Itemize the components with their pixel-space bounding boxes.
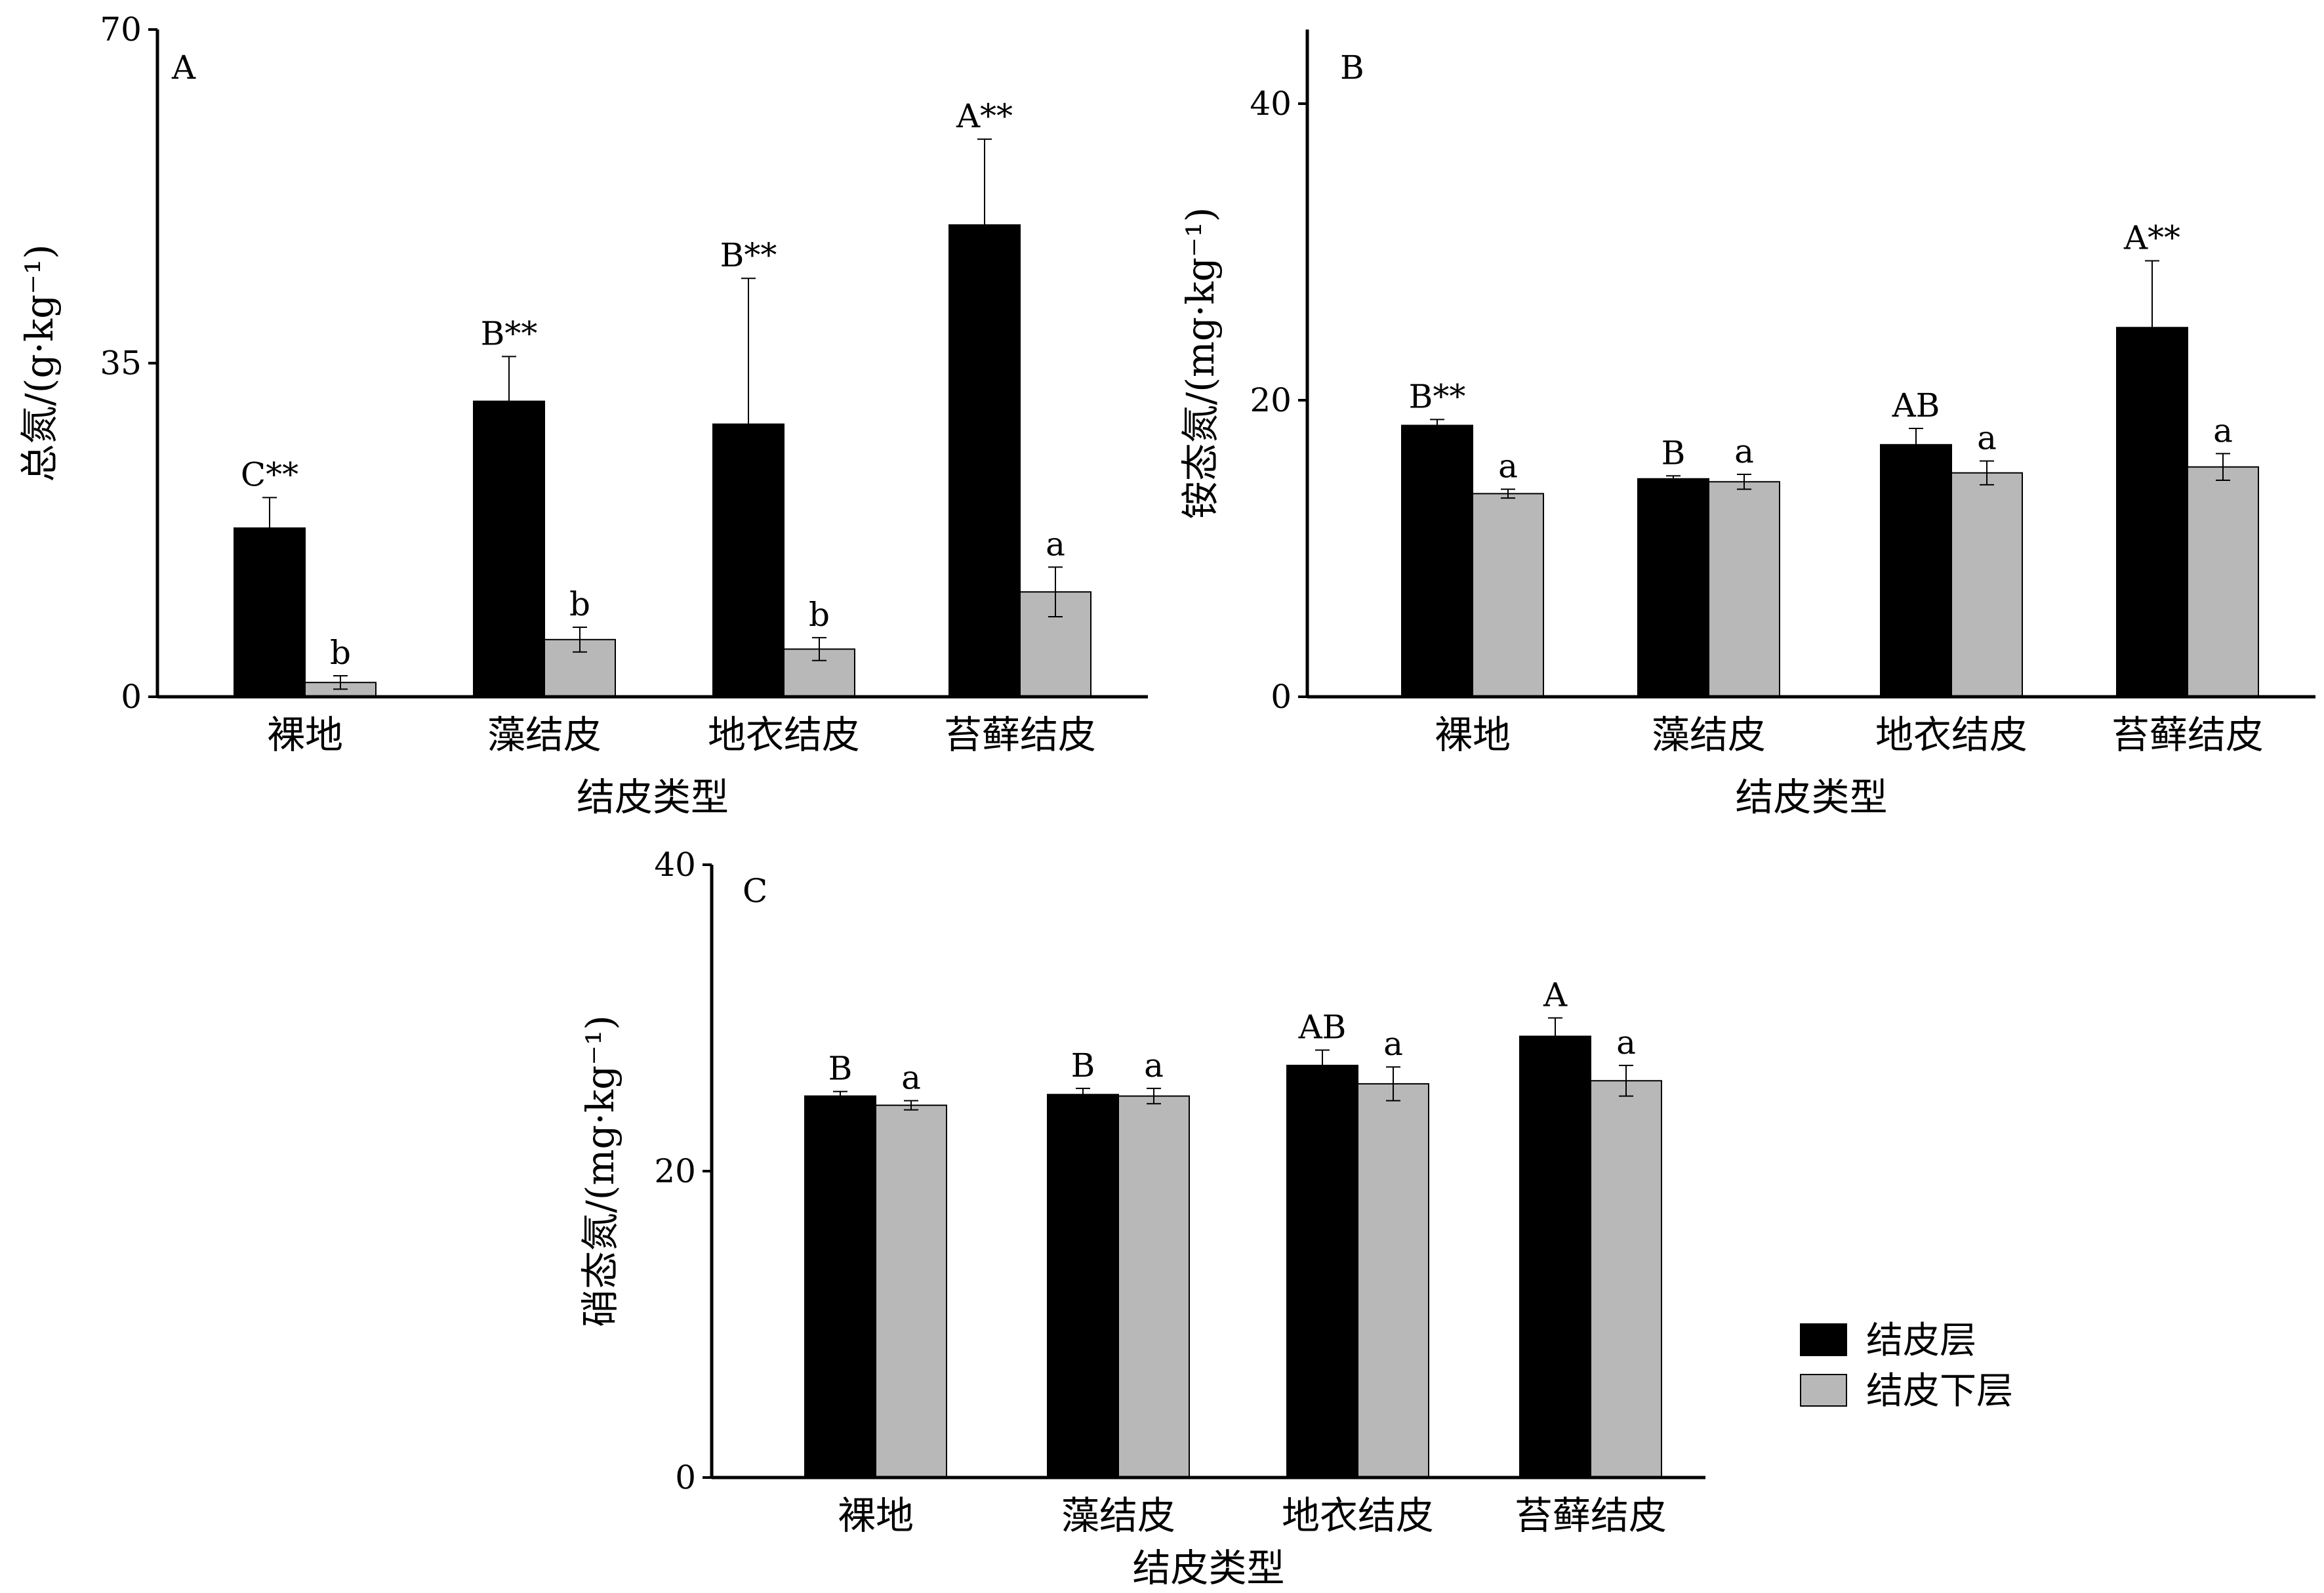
significance-label: C** — [241, 455, 298, 493]
y-tick-label: 40 — [1250, 85, 1292, 123]
panel-a: A C** b 裸地 B** b 藻结皮 B** b 地衣结皮 A** a 苔藓结皮 0 35 70 结皮类型 总… — [17, 10, 1148, 819]
significance-label: AB — [1892, 386, 1940, 424]
significance-label: A** — [956, 97, 1013, 135]
panel-letter-b: B — [1340, 49, 1364, 87]
significance-label: a — [1734, 432, 1754, 470]
x-tick-label: 藻结皮 — [1652, 713, 1766, 757]
x-tick-label: 藻结皮 — [1061, 1493, 1175, 1538]
significance-label: b — [809, 596, 830, 634]
legend: 结皮层 结皮下层 — [1800, 1319, 2013, 1413]
panel-b: B B** a 裸地 B a 藻结皮 AB a 地衣结皮 A** a 苔藓结皮 0 20 40 结皮类型 铵态氮/… — [1178, 30, 2315, 819]
x-axis-title: 结皮类型 — [1735, 775, 1887, 819]
panel-c: C B a 裸地 B a 藻结皮 AB a 地衣结皮 Aa 苔藓结皮 0 20 40 结皮类型 硝态氮/(mg·… — [578, 846, 1705, 1590]
significance-label: a — [1498, 447, 1518, 486]
x-tick-label: 苔藓结皮 — [944, 713, 1096, 757]
x-tick-label: 地衣结皮 — [1282, 1493, 1434, 1538]
significance-label: AB — [1298, 1008, 1347, 1046]
bar-c-subsurface — [1118, 1095, 1190, 1478]
bar-c-subsurface — [875, 1104, 947, 1478]
significance-label: B — [828, 1050, 853, 1088]
x-tick-label: 苔藓结皮 — [2111, 713, 2264, 757]
significance-label: B — [1661, 434, 1686, 472]
panel-letter-a: A — [171, 49, 196, 87]
bar-c-subsurface — [1357, 1083, 1429, 1478]
y-tick-label: 70 — [100, 10, 142, 49]
significance-label: a — [1383, 1025, 1403, 1063]
significance-label: a — [2213, 411, 2233, 449]
bar-b-subsurface — [1951, 472, 2023, 697]
x-tick-label: 裸地 — [267, 713, 343, 757]
bar-b-subsurface — [1708, 481, 1780, 697]
legend-label-surface: 结皮层 — [1866, 1319, 1976, 1362]
significance-label: A — [1543, 976, 1568, 1014]
bar-c-subsurface — [1590, 1080, 1662, 1478]
x-tick-label: 地衣结皮 — [708, 713, 860, 757]
bar-b-surface — [1880, 444, 1952, 697]
significance-label: a — [1616, 1024, 1636, 1062]
legend-swatch-surface — [1800, 1323, 1847, 1356]
significance-label: b — [330, 634, 351, 672]
y-axis-title: 硝态氮/(mg·kg⁻¹) — [578, 1015, 622, 1327]
significance-label: B — [1071, 1046, 1095, 1085]
panel-letter-c: C — [743, 872, 767, 910]
x-axis-title: 结皮类型 — [577, 775, 729, 819]
x-tick-label: 裸地 — [1435, 713, 1511, 757]
y-tick-label: 0 — [1271, 678, 1292, 716]
x-tick-label: 藻结皮 — [487, 713, 601, 757]
y-tick-label: 0 — [675, 1459, 696, 1497]
y-tick-label: 35 — [100, 344, 142, 383]
significance-label: A** — [2123, 219, 2180, 257]
bar-c-surface — [1519, 1035, 1591, 1478]
significance-label: a — [1144, 1046, 1164, 1085]
bar-c-surface — [1286, 1064, 1358, 1478]
y-tick-label: 40 — [654, 846, 696, 884]
y-tick-label: 20 — [1250, 381, 1292, 419]
y-tick-label: 20 — [654, 1152, 696, 1190]
bar-b-surface — [1637, 478, 1709, 698]
y-tick-label: 0 — [121, 678, 142, 716]
bar-c-surface — [1047, 1094, 1119, 1478]
y-axis-title: 总氮/(g·kg⁻¹) — [17, 244, 62, 482]
x-tick-label: 苔藓结皮 — [1515, 1493, 1667, 1538]
bar-c-surface — [804, 1095, 876, 1478]
bar-b-surface — [1401, 424, 1473, 697]
significance-label: a — [1046, 525, 1065, 563]
significance-label: b — [569, 585, 590, 623]
x-tick-label: 地衣结皮 — [1875, 713, 2028, 757]
bar-b-subsurface — [2187, 466, 2259, 697]
legend-label-subsurface: 结皮下层 — [1866, 1370, 2013, 1413]
x-axis-title: 结皮类型 — [1132, 1546, 1284, 1590]
y-axis-title: 铵态氮/(mg·kg⁻¹) — [1178, 207, 1223, 520]
bar-b-subsurface — [1472, 493, 1544, 697]
significance-label: B** — [720, 236, 777, 274]
significance-label: B** — [1409, 377, 1466, 415]
significance-label: B** — [481, 314, 538, 352]
x-tick-label: 裸地 — [838, 1493, 914, 1538]
legend-swatch-subsurface — [1800, 1374, 1847, 1407]
significance-label: a — [901, 1059, 921, 1097]
significance-label: a — [1977, 419, 1997, 457]
